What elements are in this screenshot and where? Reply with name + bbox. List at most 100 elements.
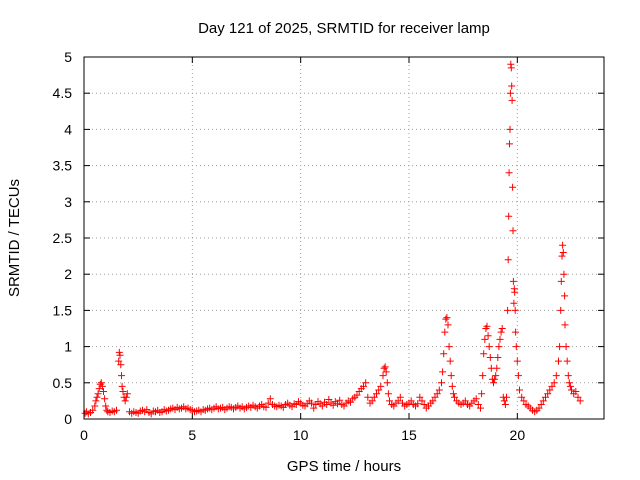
y-axis-label: SRMTID / TECUs (6, 179, 23, 297)
data-point (511, 306, 519, 314)
data-point (264, 399, 272, 407)
data-point (447, 372, 455, 380)
data-point (506, 140, 513, 148)
x-tick-label: 5 (188, 427, 196, 443)
data-point (377, 382, 385, 390)
grid-lines (84, 57, 604, 419)
data-point (123, 390, 131, 398)
data-point (558, 252, 566, 260)
data-point (559, 241, 567, 249)
data-point (486, 354, 494, 361)
y-tick-label: 5 (64, 49, 72, 65)
data-point (562, 343, 570, 351)
data-point (474, 401, 482, 408)
y-tick-label: 3 (64, 194, 72, 210)
y-tick-label: 4.5 (53, 85, 73, 101)
data-point (431, 393, 439, 401)
data-point (537, 401, 545, 408)
data-point (336, 396, 344, 404)
data-point (557, 306, 565, 314)
data-point (375, 386, 383, 394)
data-point (505, 169, 513, 177)
data-point (576, 397, 584, 405)
data-point (384, 390, 392, 398)
data-point (360, 382, 367, 390)
data-point (539, 397, 547, 405)
data-point (572, 388, 580, 395)
data-point (492, 372, 500, 380)
data-point (115, 357, 123, 365)
data-point (435, 386, 443, 394)
data-point (100, 388, 107, 395)
data-point (498, 325, 506, 332)
data-point (94, 390, 102, 398)
data-point (493, 364, 501, 372)
data-point (443, 314, 451, 322)
data-point (113, 406, 120, 414)
data-point (308, 399, 315, 407)
data-point (512, 343, 520, 351)
data-point (559, 249, 567, 256)
data-point (448, 382, 456, 390)
data-point (92, 397, 100, 405)
data-point (445, 343, 453, 351)
data-point (347, 398, 354, 406)
data-point (310, 404, 318, 412)
data-point (373, 390, 380, 398)
data-point (116, 351, 124, 359)
data-point (446, 357, 454, 365)
data-point (535, 404, 543, 412)
data-point (98, 382, 106, 390)
data-point (495, 343, 503, 351)
data-point (449, 390, 457, 398)
data-point (122, 393, 130, 401)
data-point (438, 379, 445, 387)
data-point (512, 328, 520, 336)
data-point (516, 386, 523, 394)
data-point (509, 277, 517, 285)
data-point (442, 315, 450, 323)
y-tick-label: 0 (64, 411, 72, 427)
data-point (483, 322, 491, 330)
data-point (566, 382, 574, 390)
data-point (334, 400, 341, 408)
data-point (329, 401, 337, 409)
data-point (380, 364, 388, 372)
data-point (420, 401, 428, 408)
data-point (506, 89, 514, 97)
data-point (121, 397, 129, 405)
data-point (368, 397, 376, 405)
data-point (480, 350, 488, 358)
data-point (574, 393, 582, 401)
data-point (561, 292, 569, 300)
data-point (323, 401, 331, 408)
data-point (556, 343, 564, 351)
axis-ticks: 0 0.5 1 1.5 2 2.5 3 3.5 4 4.5 5 0 5 10 15 20 (53, 49, 604, 443)
data-point (381, 363, 389, 371)
data-point (542, 393, 549, 401)
data-point (484, 332, 492, 340)
plot-frame (83, 56, 605, 420)
data-point (497, 328, 505, 336)
data-point (506, 125, 514, 133)
data-point (119, 388, 127, 395)
data-point (117, 361, 125, 369)
data-point (394, 397, 402, 405)
y-tick-label: 2 (64, 266, 72, 282)
y-tick-label: 1 (64, 339, 72, 355)
data-point (555, 357, 562, 365)
data-point (510, 299, 518, 307)
data-point (511, 288, 519, 296)
x-tick-label: 20 (510, 427, 526, 443)
data-point (477, 404, 484, 412)
data-point (546, 386, 554, 394)
data-point (568, 386, 575, 394)
data-point (379, 372, 387, 380)
data-point (508, 96, 516, 104)
data-point (565, 379, 573, 387)
data-point (370, 393, 378, 401)
x-tick-label: 0 (80, 427, 88, 443)
data-point (444, 321, 452, 329)
data-point (564, 372, 572, 380)
